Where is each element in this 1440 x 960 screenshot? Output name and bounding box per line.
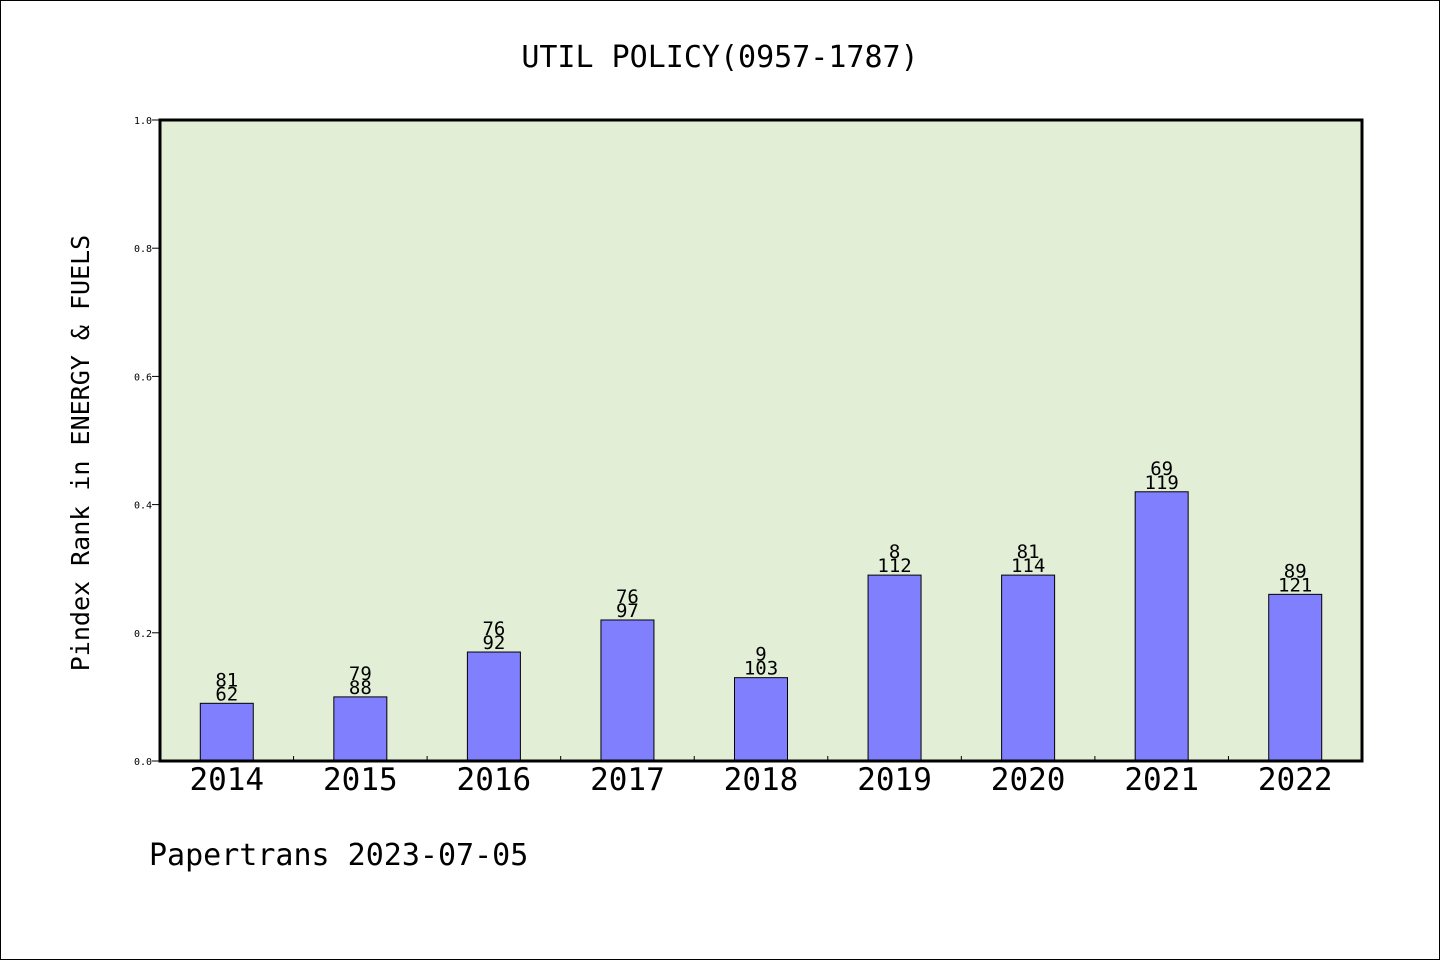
bar: [333, 696, 388, 762]
x-tick-label: 2019: [857, 762, 932, 798]
bar: [1001, 574, 1056, 762]
bar: [466, 651, 521, 762]
bar-label-top: 81: [1017, 541, 1040, 563]
bar: [867, 574, 922, 762]
bar-label-top: 9: [755, 644, 766, 666]
bar-label-top: 76: [482, 618, 505, 640]
bar-label-top: 79: [349, 663, 372, 685]
y-tick-label: 0.6: [134, 372, 152, 383]
y-axis-label: Pindex Rank in ENERGY & FUELS: [66, 235, 95, 672]
y-tick-label: 0.2: [134, 629, 152, 640]
x-tick-label: 2022: [1258, 762, 1333, 798]
x-tick-label: 2021: [1124, 762, 1199, 798]
x-tick-label: 2017: [590, 762, 665, 798]
bar-label-bottom: 92: [482, 632, 505, 654]
plot-area: 0.00.20.40.60.81.06281201488792015927620…: [134, 116, 1364, 798]
bar-label-bottom: 121: [1278, 574, 1312, 596]
bar-label-top: 69: [1150, 458, 1173, 480]
bar: [1134, 491, 1189, 762]
x-tick-label: 2015: [323, 762, 398, 798]
bar-label-bottom: 97: [616, 600, 639, 622]
bar-label-bottom: 112: [877, 555, 911, 577]
bar-label-top: 8: [889, 541, 900, 563]
y-tick-label: 1.0: [134, 116, 152, 127]
y-tick-label: 0.0: [134, 757, 152, 768]
bar-label-bottom: 88: [349, 677, 372, 699]
y-tick-label: 0.4: [134, 501, 152, 512]
bar: [734, 677, 788, 762]
x-tick-label: 2020: [991, 762, 1066, 798]
y-tick-label: 0.8: [134, 244, 152, 255]
bar-label-top: 81: [215, 669, 238, 691]
plot-border: [158, 118, 1364, 763]
bar-label-top: 76: [616, 586, 639, 608]
bar-label-top: 89: [1284, 560, 1307, 582]
bar-label-bottom: 103: [744, 658, 778, 680]
bar-label-bottom: 62: [215, 683, 238, 705]
bar: [199, 702, 254, 762]
bar-label-bottom: 114: [1011, 555, 1045, 577]
chart-title: UTIL POLICY(0957-1787): [521, 40, 918, 75]
x-tick-label: 2014: [189, 762, 264, 798]
bar: [1268, 593, 1323, 762]
x-tick-label: 2018: [724, 762, 799, 798]
x-tick-label: 2016: [457, 762, 532, 798]
bar: [600, 619, 655, 762]
footer-credit: Papertrans 2023-07-05: [149, 838, 528, 873]
bar-label-bottom: 119: [1145, 472, 1179, 494]
